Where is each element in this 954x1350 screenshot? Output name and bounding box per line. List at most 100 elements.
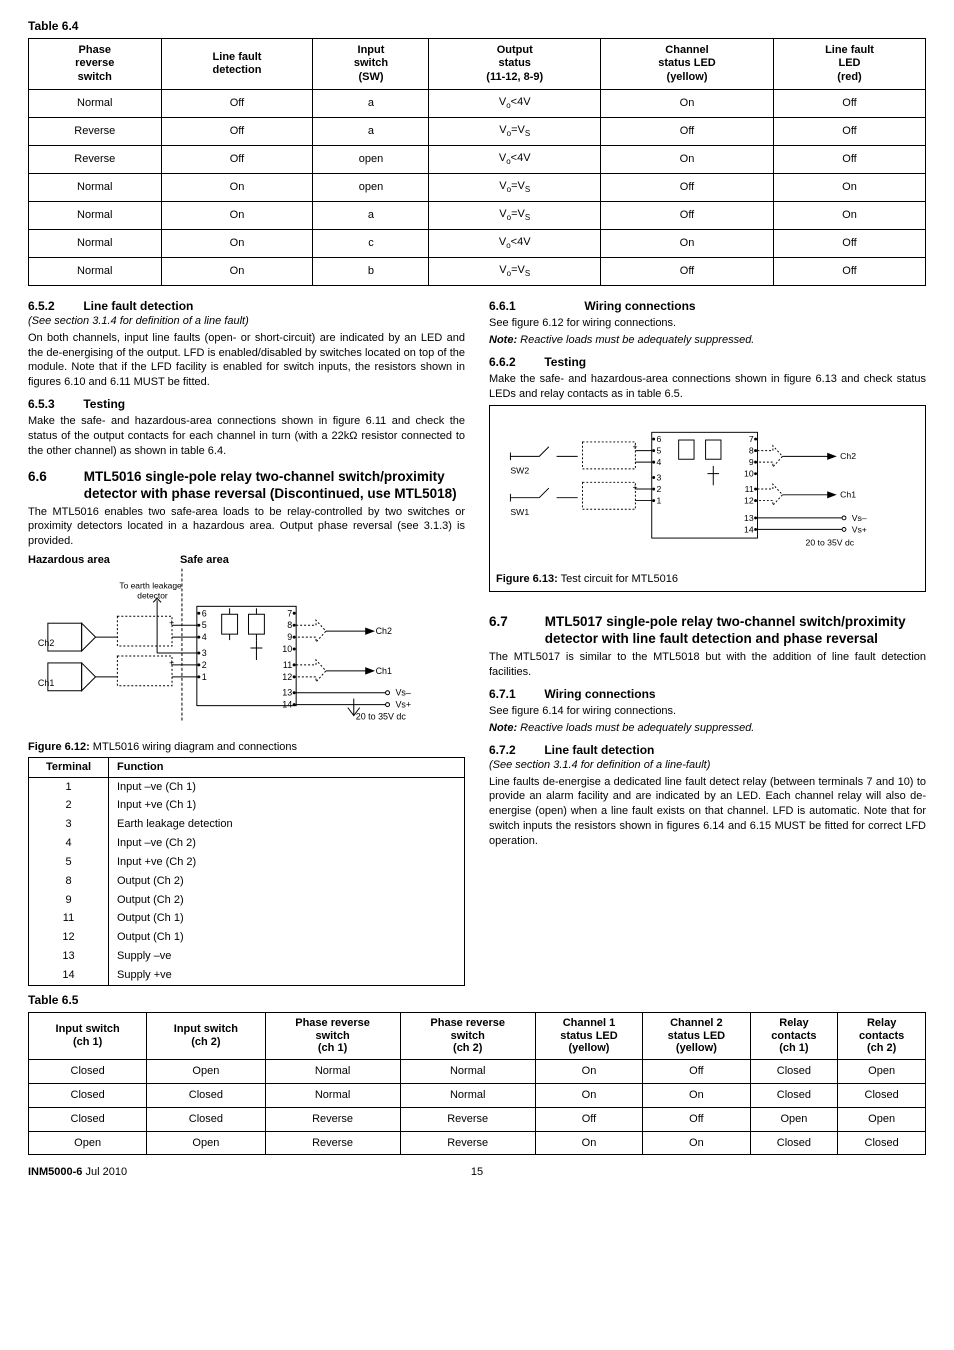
th-function: Function xyxy=(109,757,465,777)
svg-text:12: 12 xyxy=(744,496,754,506)
para-6-6-2: Make the safe- and hazardous-area connec… xyxy=(489,372,926,402)
heading-6-6-1: 6.6.1 Wiring connections xyxy=(489,298,926,314)
svg-text:+: + xyxy=(633,482,638,492)
svg-text:14: 14 xyxy=(744,525,754,535)
table-row: 12Output (Ch 1) xyxy=(29,928,465,947)
table-header: Channel 2status LED(yellow) xyxy=(643,1013,750,1060)
para-6-7-2: Line faults de-energise a dedicated line… xyxy=(489,775,926,849)
heading-num: 6.5.2 xyxy=(28,298,80,314)
svg-text:11: 11 xyxy=(745,484,754,494)
svg-text:4: 4 xyxy=(657,457,662,467)
table65-caption: Table 6.5 xyxy=(28,992,926,1008)
heading-6-6-2: 6.6.2 Testing xyxy=(489,354,926,370)
table-6-4: PhasereverseswitchLine faultdetectionInp… xyxy=(28,38,926,285)
table-row: NormalOncVo<4VOnOff xyxy=(29,229,926,257)
heading-title: Line fault detection xyxy=(544,743,654,757)
table-cell: On xyxy=(161,201,313,229)
table-cell: On xyxy=(774,201,926,229)
table-cell: open xyxy=(313,145,429,173)
table-cell: Reverse xyxy=(400,1131,535,1155)
svg-text:4: 4 xyxy=(202,632,207,642)
heading-num: 6.6.2 xyxy=(489,354,541,370)
svg-text:3: 3 xyxy=(202,648,207,658)
table-header: Line faultLED(red) xyxy=(774,39,926,90)
svg-text:10: 10 xyxy=(282,644,292,654)
table-cell: Reverse xyxy=(29,145,162,173)
table-cell: Off xyxy=(774,257,926,285)
table-cell: Off xyxy=(161,89,313,117)
table-cell: Output (Ch 1) xyxy=(109,909,465,928)
figure-6-13: SW2 SW1 + + xyxy=(496,410,919,570)
table-cell: 3 xyxy=(29,815,109,834)
table-cell: On xyxy=(161,229,313,257)
table-row: 8Output (Ch 2) xyxy=(29,872,465,891)
svg-text:SW1: SW1 xyxy=(510,507,529,517)
footer-page: 15 xyxy=(327,1165,626,1180)
svg-text:5: 5 xyxy=(657,446,662,456)
table-cell: Closed xyxy=(147,1083,265,1107)
table-row: ReverseOffopenVo<4VOnOff xyxy=(29,145,926,173)
table-cell: 2 xyxy=(29,796,109,815)
table-row: ReverseOffaVo=VSOffOff xyxy=(29,117,926,145)
caption-text: MTL5016 wiring diagram and connections xyxy=(90,741,297,753)
table-header: Input switch(ch 2) xyxy=(147,1013,265,1060)
table-row: 3Earth leakage detection xyxy=(29,815,465,834)
left-column: 6.5.2 Line fault detection (See section … xyxy=(28,292,465,986)
table-cell: 13 xyxy=(29,947,109,966)
page-footer: INM5000-6 Jul 2010 15 xyxy=(28,1165,926,1180)
table-cell: Off xyxy=(643,1059,750,1083)
svg-text:7: 7 xyxy=(749,434,754,444)
svg-text:Ch1: Ch1 xyxy=(840,490,856,500)
table-row: 14Supply +ve xyxy=(29,966,465,985)
heading-num: 6.5.3 xyxy=(28,396,80,412)
caption-text: Test circuit for MTL5016 xyxy=(558,573,678,585)
svg-text:Vs–: Vs– xyxy=(395,688,410,698)
table64-caption: Table 6.4 xyxy=(28,18,926,34)
svg-text:Ch2: Ch2 xyxy=(376,626,392,636)
svg-text:13: 13 xyxy=(744,513,754,523)
table-cell: Output (Ch 2) xyxy=(109,872,465,891)
table-cell: Vo=VS xyxy=(429,173,601,201)
heading-title: MTL5017 single-pole relay two-channel sw… xyxy=(545,614,926,648)
heading-6-5-2: 6.5.2 Line fault detection xyxy=(28,298,465,314)
table-cell: Output (Ch 2) xyxy=(109,891,465,910)
table-cell: Closed xyxy=(29,1059,147,1083)
table-6-5: Input switch(ch 1)Input switch(ch 2)Phas… xyxy=(28,1012,926,1155)
note-label: Note: xyxy=(489,722,517,734)
table-row: ClosedOpenNormalNormalOnOffClosedOpen xyxy=(29,1059,926,1083)
table-header: Relaycontacts(ch 2) xyxy=(838,1013,926,1060)
table-header: Phase reverseswitch(ch 1) xyxy=(265,1013,400,1060)
caption-bold: Figure 6.13: xyxy=(496,573,558,585)
table-cell: Closed xyxy=(147,1107,265,1131)
table-header: Phasereverseswitch xyxy=(29,39,162,90)
svg-text:Vs+: Vs+ xyxy=(852,525,867,535)
table-cell: Off xyxy=(161,145,313,173)
svg-text:5: 5 xyxy=(202,620,207,630)
svg-text:6: 6 xyxy=(202,608,207,618)
subheading-6-5-2: (See section 3.1.4 for definition of a l… xyxy=(28,314,465,329)
table-row: 9Output (Ch 2) xyxy=(29,891,465,910)
table-cell: On xyxy=(535,1059,642,1083)
heading-6-7-1: 6.7.1 Wiring connections xyxy=(489,686,926,702)
table-cell: On xyxy=(535,1083,642,1107)
table-cell: On xyxy=(601,145,774,173)
para-6-5-3: Make the safe- and hazardous-area connec… xyxy=(28,414,465,459)
table-row: 11Output (Ch 1) xyxy=(29,909,465,928)
svg-text:8: 8 xyxy=(287,620,292,630)
table-row: NormalOnopenVo=VSOffOn xyxy=(29,173,926,201)
safe-label: Safe area xyxy=(180,553,229,568)
svg-text:10: 10 xyxy=(744,469,754,479)
svg-text:Ch2: Ch2 xyxy=(840,452,856,462)
sub-text: See section 3.1.4 for definition of a li… xyxy=(493,759,707,771)
table-cell: 8 xyxy=(29,872,109,891)
terminal-table: Terminal Function 1Input –ve (Ch 1)2Inpu… xyxy=(28,757,465,986)
table-header: Inputswitch(SW) xyxy=(313,39,429,90)
table-cell: Closed xyxy=(750,1083,838,1107)
table-row: NormalOnaVo=VSOffOn xyxy=(29,201,926,229)
table-cell: On xyxy=(161,173,313,201)
table-row: NormalOnbVo=VSOffOff xyxy=(29,257,926,285)
para-6-7: The MTL5017 is similar to the MTL5018 bu… xyxy=(489,650,926,680)
table-header: Line faultdetection xyxy=(161,39,313,90)
svg-text:20 to 35V dc: 20 to 35V dc xyxy=(356,711,407,721)
table-cell: Off xyxy=(601,173,774,201)
